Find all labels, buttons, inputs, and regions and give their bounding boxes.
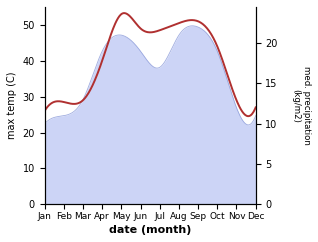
Y-axis label: med. precipitation
(kg/m2): med. precipitation (kg/m2) (292, 66, 311, 145)
Y-axis label: max temp (C): max temp (C) (7, 72, 17, 139)
X-axis label: date (month): date (month) (109, 225, 191, 235)
